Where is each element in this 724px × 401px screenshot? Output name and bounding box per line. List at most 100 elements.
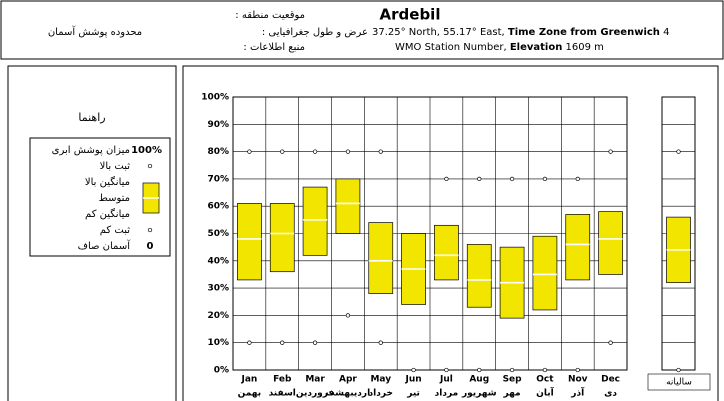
header-frame	[0, 0, 724, 60]
x-tick-label-fa: اسفند	[269, 389, 296, 399]
box	[434, 224, 459, 281]
legend-value: 100%	[131, 145, 162, 156]
box	[532, 235, 558, 311]
legend-frame	[7, 65, 177, 401]
legend-text: آسمان صاف	[78, 239, 132, 252]
record-low	[411, 367, 416, 373]
record-high	[676, 149, 681, 154]
record-low	[444, 367, 449, 373]
legend-text: میزان پوشش ابری	[52, 145, 130, 156]
record-high	[575, 176, 580, 182]
record-low	[542, 367, 548, 373]
x-tick-label-fa: بهمن	[238, 389, 261, 399]
y-tick-label: 20%	[207, 311, 229, 321]
x-tick-label: Mar	[305, 375, 325, 385]
station: Ardebil	[380, 6, 441, 24]
legend-box	[29, 137, 171, 257]
label: : منبع اطلاعات	[243, 42, 305, 53]
legend-icon	[147, 227, 153, 233]
coords: 37.25° North, 55.17° East,	[372, 27, 505, 38]
x-tick-label: Apr	[339, 375, 357, 385]
x-tick-label-fa: مهر	[503, 389, 521, 399]
source: WMO Station Number, Elevation 1609 m	[395, 42, 604, 53]
record-low	[509, 367, 515, 373]
source: WMO Station Number,	[395, 42, 507, 53]
x-tick-label: Sep	[503, 375, 523, 385]
record-low	[676, 367, 681, 373]
x-tick-label-fa: دی	[604, 389, 617, 399]
record-high	[345, 149, 351, 154]
label: : موقعیت منطقه	[235, 10, 305, 21]
box	[565, 214, 591, 281]
record-low	[312, 340, 318, 345]
tz: 4	[663, 27, 669, 38]
legend-text: میانگین بالا	[85, 176, 130, 188]
box	[368, 222, 394, 294]
y-tick-label: 50%	[207, 229, 229, 239]
x-tick-label-fa: مرداد	[435, 389, 459, 399]
y-tick-label: 0%	[214, 366, 229, 376]
x-tick-label: Jan	[240, 375, 257, 385]
x-tick-label: Nov	[568, 375, 588, 385]
x-tick-label: Jun	[404, 375, 421, 385]
legend-text: ثبت کم	[100, 225, 130, 236]
record-high	[444, 176, 449, 182]
box	[302, 186, 328, 256]
y-tick-label: 90%	[207, 120, 229, 130]
box	[269, 203, 295, 273]
label: : عرض و طول جغرافیایی	[262, 27, 368, 38]
record-high	[312, 149, 318, 154]
box	[335, 178, 361, 234]
x-tick-label-fa: خرداد	[369, 389, 393, 399]
x-tick-label-fa: فروردین	[296, 389, 334, 399]
x-tick-label-fa: شهریور	[461, 389, 497, 399]
x-tick-label: Oct	[536, 375, 554, 385]
record-low	[575, 367, 580, 373]
legend-title: راهنما	[78, 111, 105, 124]
header-left: محدوده پوشش آسمان	[48, 25, 142, 38]
x-tick-label: May	[370, 375, 391, 385]
x-tick-label: Feb	[273, 375, 292, 385]
x-tick-label-fa: اردیبهشت	[326, 389, 371, 399]
annual-label-box	[647, 373, 711, 391]
record-high	[477, 176, 482, 182]
legend-icon	[147, 163, 153, 169]
record-high	[378, 149, 383, 154]
record-low	[477, 367, 482, 373]
x-tick-label: Dec	[601, 375, 620, 385]
record-high	[542, 176, 548, 182]
x-tick-label-fa: آبان	[536, 387, 554, 399]
x-tick-label: Aug	[469, 375, 489, 385]
legend-text: متوسط	[99, 193, 130, 204]
x-tick-label-fa: آذر	[570, 387, 585, 399]
y-tick-label: 100%	[201, 93, 229, 103]
legend-value: 0	[147, 241, 154, 252]
record-low	[378, 340, 383, 345]
y-tick-label: 80%	[207, 147, 229, 157]
legend-text: ثبت بالا	[100, 161, 131, 172]
elev: 1609 m	[566, 42, 604, 53]
y-tick-label: 60%	[207, 202, 229, 212]
x-tick-label: Jul	[439, 375, 453, 385]
legend-text: میانگین کم	[85, 208, 130, 220]
elev-label: Elevation	[510, 42, 563, 53]
annual-label: سالیانه	[666, 378, 692, 388]
record-low	[608, 340, 613, 345]
y-tick-label: 30%	[207, 284, 229, 294]
y-tick-label: 40%	[207, 256, 229, 266]
plot-frame	[182, 65, 719, 401]
record-high	[608, 149, 613, 154]
box	[466, 244, 492, 308]
box	[598, 211, 623, 275]
record-high	[509, 176, 515, 182]
record-low	[280, 340, 285, 345]
record-high	[247, 149, 252, 154]
box	[237, 203, 262, 281]
tz-label: Time Zone from Greenwich	[508, 27, 660, 38]
x-tick-label-fa: تیر	[406, 389, 420, 399]
y-tick-label: 70%	[207, 174, 229, 184]
record-low	[247, 340, 252, 345]
y-tick-label: 10%	[207, 338, 229, 348]
coords: 37.25° North, 55.17° East, Time Zone fro…	[372, 27, 669, 38]
